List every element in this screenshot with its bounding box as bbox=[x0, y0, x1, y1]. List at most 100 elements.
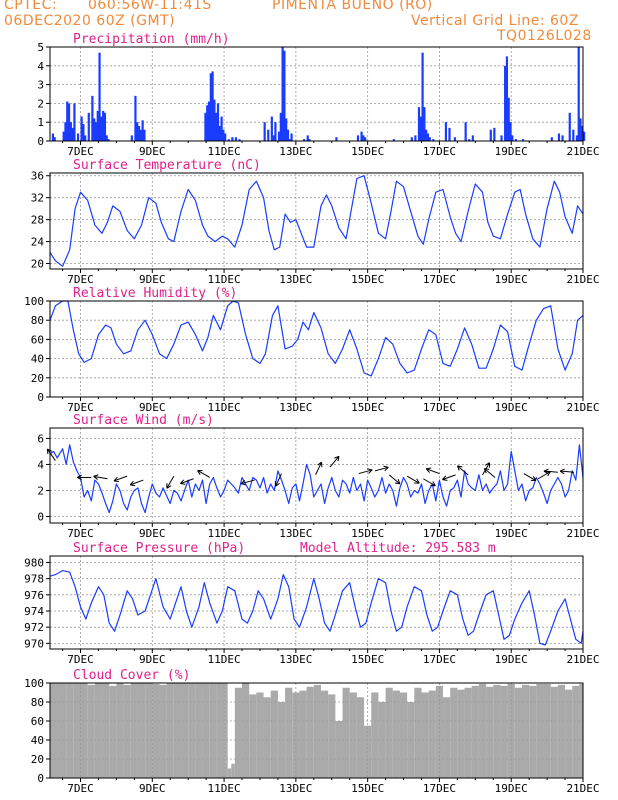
cloud-bar bbox=[529, 685, 537, 778]
panel-frame bbox=[49, 46, 584, 142]
wind-arrow bbox=[425, 467, 440, 475]
precip-bar bbox=[579, 118, 582, 141]
y-tick-label: 36 bbox=[31, 170, 44, 183]
precip-bar bbox=[509, 122, 512, 141]
precip-bar bbox=[216, 103, 220, 141]
precip-bar bbox=[222, 129, 225, 141]
header-org: CPTEC: bbox=[4, 0, 58, 13]
precip-bar bbox=[505, 56, 509, 141]
panel-title: Relative Humidity (%) bbox=[73, 286, 237, 301]
cloud-bar bbox=[320, 690, 329, 778]
precip-bar bbox=[575, 135, 579, 141]
x-tick-label: 9DEC bbox=[139, 273, 166, 286]
series-line bbox=[49, 175, 584, 267]
cloud-bar bbox=[486, 686, 494, 778]
x-tick-label: 13DEC bbox=[279, 273, 312, 286]
precip-bar bbox=[64, 122, 67, 141]
precip-bar bbox=[263, 122, 266, 141]
cloud-bar bbox=[195, 683, 203, 778]
x-tick-label: 15DEC bbox=[351, 401, 384, 414]
y-tick-label: 100 bbox=[24, 295, 44, 308]
x-tick-label: 17DEC bbox=[423, 145, 456, 158]
precip-bar bbox=[141, 120, 144, 141]
precip-bar bbox=[493, 127, 496, 141]
x-tick-label: 15DEC bbox=[351, 145, 384, 158]
precip-bar bbox=[356, 135, 360, 141]
cloud-bar bbox=[464, 687, 472, 778]
precip-bar bbox=[130, 135, 133, 141]
wind-arrow bbox=[77, 474, 92, 481]
x-tick-label: 15DEC bbox=[351, 653, 384, 666]
precip-bar bbox=[561, 135, 564, 141]
cloud-bar bbox=[536, 683, 544, 778]
cloud-bar bbox=[514, 687, 522, 778]
wind-arrow bbox=[315, 461, 323, 476]
x-tick-label: 7DEC bbox=[67, 401, 94, 414]
cloud-bar bbox=[188, 683, 196, 778]
precip-bar bbox=[468, 139, 471, 141]
x-tick-label: 7DEC bbox=[67, 527, 94, 540]
precip-bar bbox=[274, 122, 277, 141]
wind-arrow bbox=[523, 473, 537, 482]
precip-bar bbox=[143, 129, 146, 141]
precip-bar bbox=[134, 95, 137, 141]
cloud-bar bbox=[242, 683, 250, 778]
cloud-bar bbox=[493, 684, 501, 778]
cloud-bar bbox=[457, 689, 465, 778]
precip-bar bbox=[69, 122, 72, 141]
precip-bar bbox=[444, 122, 448, 141]
wind-arrow bbox=[166, 475, 175, 489]
precip-bar bbox=[568, 112, 571, 141]
precip-bar bbox=[471, 135, 474, 141]
cloud-bar bbox=[116, 683, 124, 778]
precip-bar bbox=[489, 129, 492, 141]
y-tick-label: 20 bbox=[31, 258, 44, 271]
x-tick-label: 17DEC bbox=[423, 527, 456, 540]
cloud-bar bbox=[50, 683, 59, 778]
precip-bar bbox=[572, 129, 575, 141]
cloud-bar bbox=[507, 683, 515, 778]
cloud-bar bbox=[500, 685, 508, 778]
precip-bar bbox=[410, 137, 413, 141]
precip-bar bbox=[238, 139, 241, 141]
panel-6: Cloud Cover (%) 0 20 40 60 80 100 7DEC 9DEC 11DEC… bbox=[24, 668, 599, 795]
precip-bar bbox=[103, 112, 107, 141]
cloud-bar bbox=[137, 683, 146, 778]
panel-frame bbox=[49, 427, 584, 524]
precip-bar bbox=[360, 131, 363, 141]
cloud-bar bbox=[87, 684, 95, 778]
wind-arrow bbox=[374, 465, 389, 472]
y-tick-label: 80 bbox=[31, 696, 44, 709]
wind-arrow bbox=[240, 479, 255, 486]
x-tick-label: 7DEC bbox=[67, 145, 94, 158]
precip-bar bbox=[464, 122, 467, 141]
precip-bar bbox=[98, 52, 101, 141]
x-tick-label: 21DEC bbox=[566, 145, 599, 158]
y-tick-label: 100 bbox=[24, 677, 44, 690]
y-tick-label: 4 bbox=[37, 60, 44, 73]
wind-arrow bbox=[329, 455, 340, 468]
x-tick-label: 7DEC bbox=[67, 273, 94, 286]
cloud-bar bbox=[313, 684, 321, 778]
cloud-bar bbox=[428, 690, 436, 778]
precip-bar bbox=[213, 99, 216, 141]
panel-title: Surface Wind (m/s) bbox=[73, 413, 214, 428]
y-tick-label: 6 bbox=[37, 432, 44, 445]
precip-bar bbox=[102, 110, 105, 141]
cloud-bar bbox=[328, 694, 336, 778]
cloud-bar bbox=[521, 684, 530, 778]
precip-bar bbox=[511, 135, 514, 141]
precip-bar bbox=[419, 116, 422, 141]
precip-bar bbox=[107, 139, 110, 141]
wind-arrow bbox=[274, 473, 282, 487]
cloud-bar bbox=[557, 684, 566, 778]
y-tick-label: 80 bbox=[31, 314, 44, 327]
precip-bar bbox=[285, 118, 288, 141]
x-tick-label: 11DEC bbox=[208, 782, 241, 795]
cloud-bar bbox=[231, 763, 235, 778]
precip-bar bbox=[218, 125, 221, 141]
cloud-bar bbox=[145, 683, 153, 778]
precip-bar bbox=[96, 110, 99, 141]
wind-arrow bbox=[456, 465, 469, 476]
precip-bar bbox=[504, 65, 507, 141]
